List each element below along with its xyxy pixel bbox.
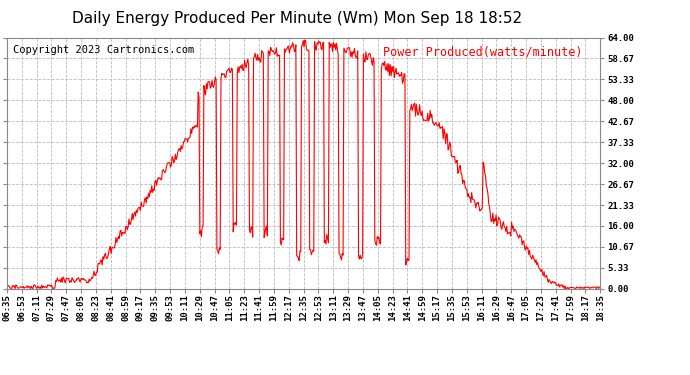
Text: Copyright 2023 Cartronics.com: Copyright 2023 Cartronics.com bbox=[13, 45, 194, 55]
Text: Power Produced(watts/minute): Power Produced(watts/minute) bbox=[383, 45, 582, 58]
Text: Daily Energy Produced Per Minute (Wm) Mon Sep 18 18:52: Daily Energy Produced Per Minute (Wm) Mo… bbox=[72, 11, 522, 26]
